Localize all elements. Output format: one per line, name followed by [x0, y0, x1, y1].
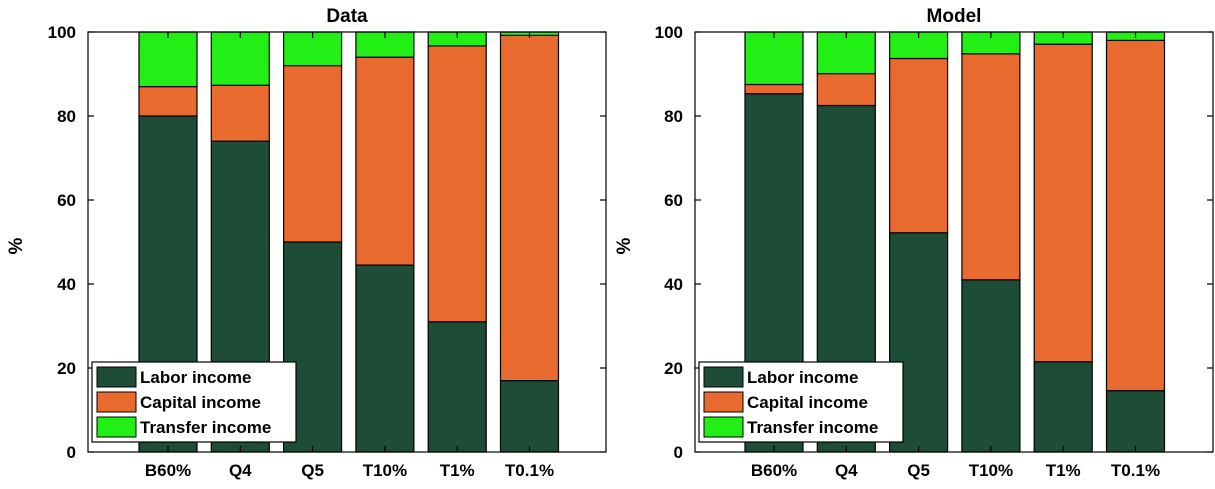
bar-capital-0 — [744, 83, 804, 95]
y-tick-label: 0 — [67, 443, 76, 462]
x-tick-label: T10% — [363, 461, 407, 480]
legend-label: Labor income — [747, 368, 858, 387]
chart-title: Model — [927, 6, 982, 27]
x-tick-label: T0.1% — [505, 461, 554, 480]
bar-labor-5 — [1105, 390, 1166, 453]
legend-label: Transfer income — [140, 418, 271, 437]
legend: Labor income Capital income Transfer incom… — [91, 361, 297, 443]
bar-labor-4 — [1033, 361, 1093, 453]
legend-swatch — [703, 391, 744, 413]
chart-title: Data — [326, 6, 368, 27]
legend: Labor income Capital income Transfer incom… — [698, 361, 904, 443]
x-tick-label: Q4 — [229, 461, 252, 480]
legend-swatch — [703, 366, 744, 388]
axes-box — [87, 31, 607, 453]
bar-labor-5 — [499, 380, 560, 453]
y-tick-label: 40 — [57, 275, 76, 294]
bar-capital-3 — [961, 53, 1021, 281]
y-tick-label: 0 — [674, 443, 683, 462]
y-tick-label: 40 — [664, 275, 683, 294]
x-tick-label: T1% — [1046, 461, 1081, 480]
bar-transfer-0 — [744, 31, 804, 86]
x-tick-label: Q5 — [301, 461, 324, 480]
y-tick-label: 20 — [57, 359, 76, 378]
y-tick-label: 20 — [664, 359, 683, 378]
bar-capital-1 — [210, 84, 270, 142]
x-tick-label: Q5 — [907, 461, 930, 480]
bar-transfer-1 — [816, 31, 876, 75]
chart-panel-0: B60% Q4 Q5 T10% T1% T0.1% 0 20 40 60 80 100 Data% Lab… — [6, 6, 607, 480]
bar-transfer-2 — [283, 31, 343, 67]
y-axis-label: % — [614, 237, 635, 254]
bar-labor-3 — [355, 264, 415, 453]
axes-box — [694, 31, 1214, 453]
bar-labor-3 — [961, 279, 1021, 453]
bar-capital-5 — [1105, 39, 1166, 392]
bar-labor-4 — [427, 321, 487, 453]
legend-swatch — [703, 416, 744, 438]
bar-capital-3 — [355, 56, 415, 266]
y-tick-label: 100 — [655, 23, 683, 42]
legend-label: Transfer income — [747, 418, 878, 437]
bar-capital-2 — [283, 64, 343, 243]
bar-capital-0 — [138, 85, 198, 117]
bar-transfer-1 — [210, 31, 270, 86]
y-tick-label: 80 — [664, 107, 683, 126]
chart-panel-1: B60% Q4 Q5 T10% T1% T0.1% 0 20 40 60 80 100 Model% La… — [614, 6, 1214, 480]
bar-capital-4 — [1033, 43, 1093, 363]
y-tick-label: 60 — [664, 191, 683, 210]
bar-capital-2 — [888, 57, 949, 234]
legend-swatch — [96, 391, 137, 413]
x-tick-label: T1% — [440, 461, 475, 480]
x-tick-label: T10% — [969, 461, 1013, 480]
legend-swatch — [96, 416, 137, 438]
bar-capital-1 — [816, 72, 876, 107]
legend-label: Labor income — [140, 368, 251, 387]
y-tick-label: 100 — [48, 23, 76, 42]
y-axis-label: % — [6, 237, 27, 254]
y-tick-label: 60 — [57, 191, 76, 210]
x-tick-label: B60% — [145, 461, 191, 480]
x-tick-label: T0.1% — [1111, 461, 1160, 480]
legend-label: Capital income — [140, 393, 261, 412]
y-tick-label: 80 — [57, 107, 76, 126]
bar-capital-5 — [499, 34, 560, 382]
legend-label: Capital income — [747, 393, 868, 412]
x-tick-label: B60% — [751, 461, 797, 480]
bar-capital-4 — [427, 45, 487, 323]
x-tick-label: Q4 — [835, 461, 858, 480]
bar-transfer-0 — [138, 31, 198, 88]
legend-swatch — [96, 366, 137, 388]
bar-transfer-3 — [355, 31, 415, 58]
